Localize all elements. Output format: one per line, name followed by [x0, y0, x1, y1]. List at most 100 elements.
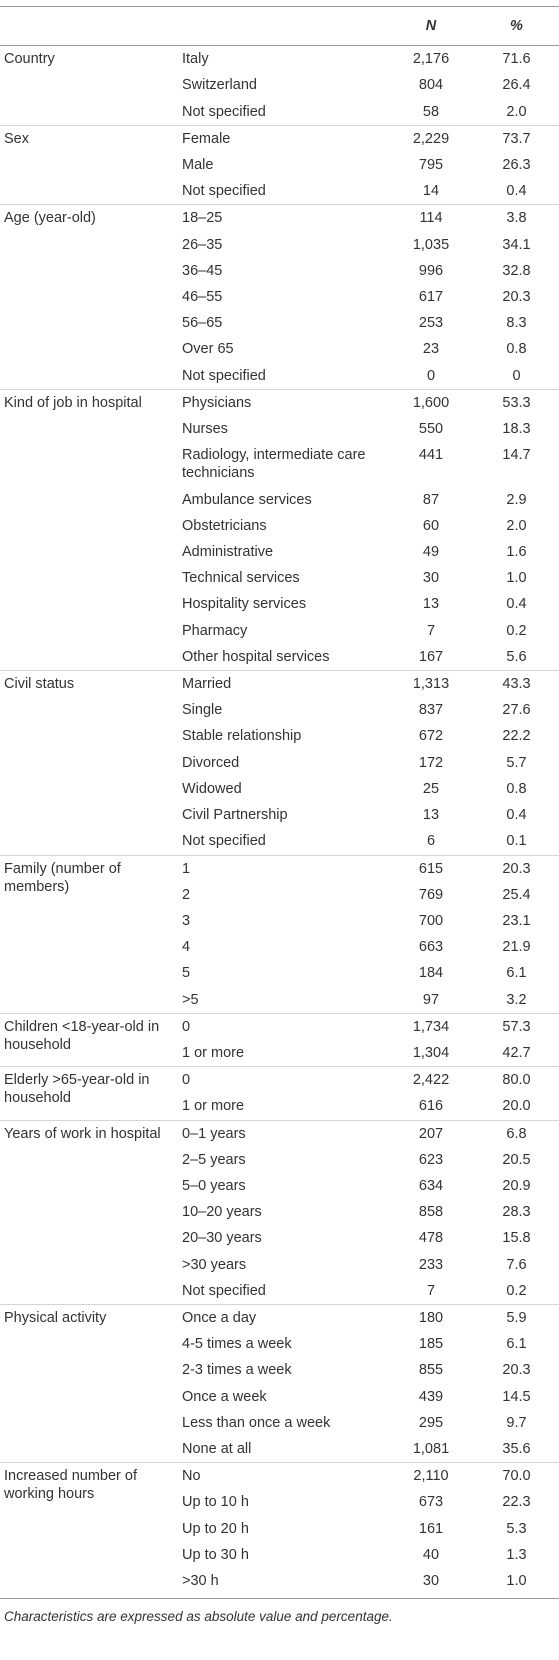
count-cell: 1,081 — [412, 1440, 450, 1457]
table-row: Hospitality services 13 0.4 — [0, 591, 559, 617]
category-cell: Not specified — [182, 833, 266, 850]
percent-cell: 7.6 — [506, 1256, 527, 1273]
group-label: Elderly >65-year-old in household — [0, 1066, 178, 1121]
count-cell: 441 — [418, 447, 444, 464]
percent-cell: 0.4 — [506, 183, 527, 200]
percent-cell: 0.2 — [506, 1282, 527, 1299]
category-cell: Italy — [182, 51, 209, 68]
table-row: Once a week 439 14.5 — [0, 1384, 559, 1410]
table-row: Technical services 30 1.0 — [0, 565, 559, 591]
percent-cell: 71.6 — [502, 51, 531, 68]
category-cell: Divorced — [182, 754, 240, 771]
count-cell: 6 — [426, 833, 436, 850]
count-cell: 180 — [388, 1303, 474, 1332]
table-row: Increased number of working hours No 2,110… — [0, 1462, 559, 1595]
category-cell: 5 — [182, 965, 191, 982]
group-label: Sex — [0, 124, 178, 205]
group-label: Children <18-year-old in household — [0, 1012, 178, 1067]
count-cell: 996 — [418, 262, 444, 279]
group-label: Physical activity — [0, 1303, 178, 1463]
category-cell: Physicians — [178, 388, 388, 417]
count-cell: 2,110 — [388, 1462, 474, 1490]
table-row: 1 or more 616 20.0 — [0, 1093, 559, 1120]
category-cell: Once a week — [182, 1388, 267, 1405]
category-cell: 46–55 — [182, 289, 223, 306]
table-row: Sex Female 2,229 73.7 — [0, 124, 559, 205]
count-cell: 97 — [422, 991, 440, 1008]
table-row: Years of work in hospital 0–1 years 207 6.8 — [0, 1119, 559, 1305]
percent-cell: 2.0 — [506, 103, 527, 120]
count-cell: 804 — [418, 77, 444, 94]
count-cell: 478 — [418, 1230, 444, 1247]
category-cell: Widowed — [182, 780, 242, 797]
count-cell: 663 — [418, 939, 444, 956]
percent-cell: 20.3 — [502, 1362, 531, 1379]
count-cell: 49 — [422, 544, 440, 561]
category-cell: 2-3 times a week — [182, 1362, 292, 1379]
percent-cell: 6.1 — [506, 1336, 527, 1353]
table-row: 1 or more 1,304 42.7 — [0, 1040, 559, 1067]
header-cell: % — [474, 5, 559, 47]
category-cell: Stable relationship — [182, 728, 302, 745]
category-cell: Up to 20 h — [182, 1520, 249, 1537]
percent-cell: 35.6 — [502, 1440, 531, 1457]
table-row: >30 h 30 1.0 — [0, 1568, 559, 1594]
count-cell: 2,176 — [412, 51, 450, 68]
count-cell: 1,313 — [388, 670, 474, 698]
table-row: Up to 10 h 673 22.3 — [0, 1489, 559, 1515]
table-row: Age (year-old) 18–25 114 3.8 — [0, 204, 559, 390]
count-cell: 253 — [418, 315, 444, 332]
table-row: Not specified 6 0.1 — [0, 828, 559, 855]
data-table: N % Country Italy 2,176 71.6 Switzerland 804 2… — [0, 5, 559, 1595]
table-row: 3 700 23.1 — [0, 908, 559, 934]
percent-cell: 20.3 — [474, 854, 559, 882]
table-row: Up to 20 h 161 5.3 — [0, 1516, 559, 1542]
header-cell — [0, 5, 178, 47]
category-cell: Single — [182, 702, 223, 719]
category-cell: Not specified — [182, 103, 266, 120]
count-cell: 14 — [422, 183, 440, 200]
category-cell: Ambulance services — [182, 491, 312, 508]
category-cell: 5–0 years — [182, 1177, 246, 1194]
percent-cell: 1.6 — [506, 544, 527, 561]
category-cell: >30 h — [182, 1572, 219, 1589]
category-cell: 1 — [178, 854, 388, 882]
count-cell: 7 — [426, 622, 436, 639]
percent-cell: 2.9 — [506, 491, 527, 508]
table-row: Family (number of members) 1 615 20.3 — [0, 854, 559, 1014]
percent-cell: 28.3 — [502, 1204, 531, 1221]
table-row: 5–0 years 634 20.9 — [0, 1173, 559, 1199]
percent-cell: 53.3 — [474, 388, 559, 417]
table-row: Not specified 7 0.2 — [0, 1278, 559, 1305]
count-cell: 87 — [422, 491, 440, 508]
category-cell: Over 65 — [182, 341, 234, 358]
percent-cell: 5.6 — [506, 648, 527, 665]
count-cell: 30 — [422, 570, 440, 587]
count-cell: 623 — [418, 1151, 444, 1168]
table-row: 56–65 253 8.3 — [0, 310, 559, 336]
count-cell: 615 — [388, 854, 474, 882]
category-cell: Male — [182, 157, 214, 174]
percent-cell: 0.4 — [506, 807, 527, 824]
table-row: None at all 1,081 35.6 — [0, 1436, 559, 1463]
count-cell: 617 — [418, 289, 444, 306]
count-cell: 673 — [418, 1494, 444, 1511]
category-cell: Nurses — [182, 421, 228, 438]
table-row: Not specified 0 0 — [0, 363, 559, 390]
category-cell: 0–1 years — [178, 1119, 388, 1147]
table-row: >5 97 3.2 — [0, 987, 559, 1014]
category-cell: Less than once a week — [182, 1414, 331, 1431]
table-row: Less than once a week 295 9.7 — [0, 1410, 559, 1436]
table-row: Elderly >65-year-old in household 0 2,422 8… — [0, 1066, 559, 1121]
percent-cell: 22.2 — [502, 728, 531, 745]
table-row: Stable relationship 672 22.2 — [0, 723, 559, 749]
category-cell: Switzerland — [182, 77, 257, 94]
percent-cell: 8.3 — [506, 315, 527, 332]
table-row: Pharmacy 7 0.2 — [0, 618, 559, 644]
category-cell: Obstetricians — [182, 517, 267, 534]
percent-cell: 20.3 — [502, 289, 531, 306]
percent-cell: 32.8 — [502, 262, 531, 279]
percent-cell: 2.0 — [506, 517, 527, 534]
table-row: Other hospital services 167 5.6 — [0, 644, 559, 671]
percent-cell: 0.1 — [506, 833, 527, 850]
